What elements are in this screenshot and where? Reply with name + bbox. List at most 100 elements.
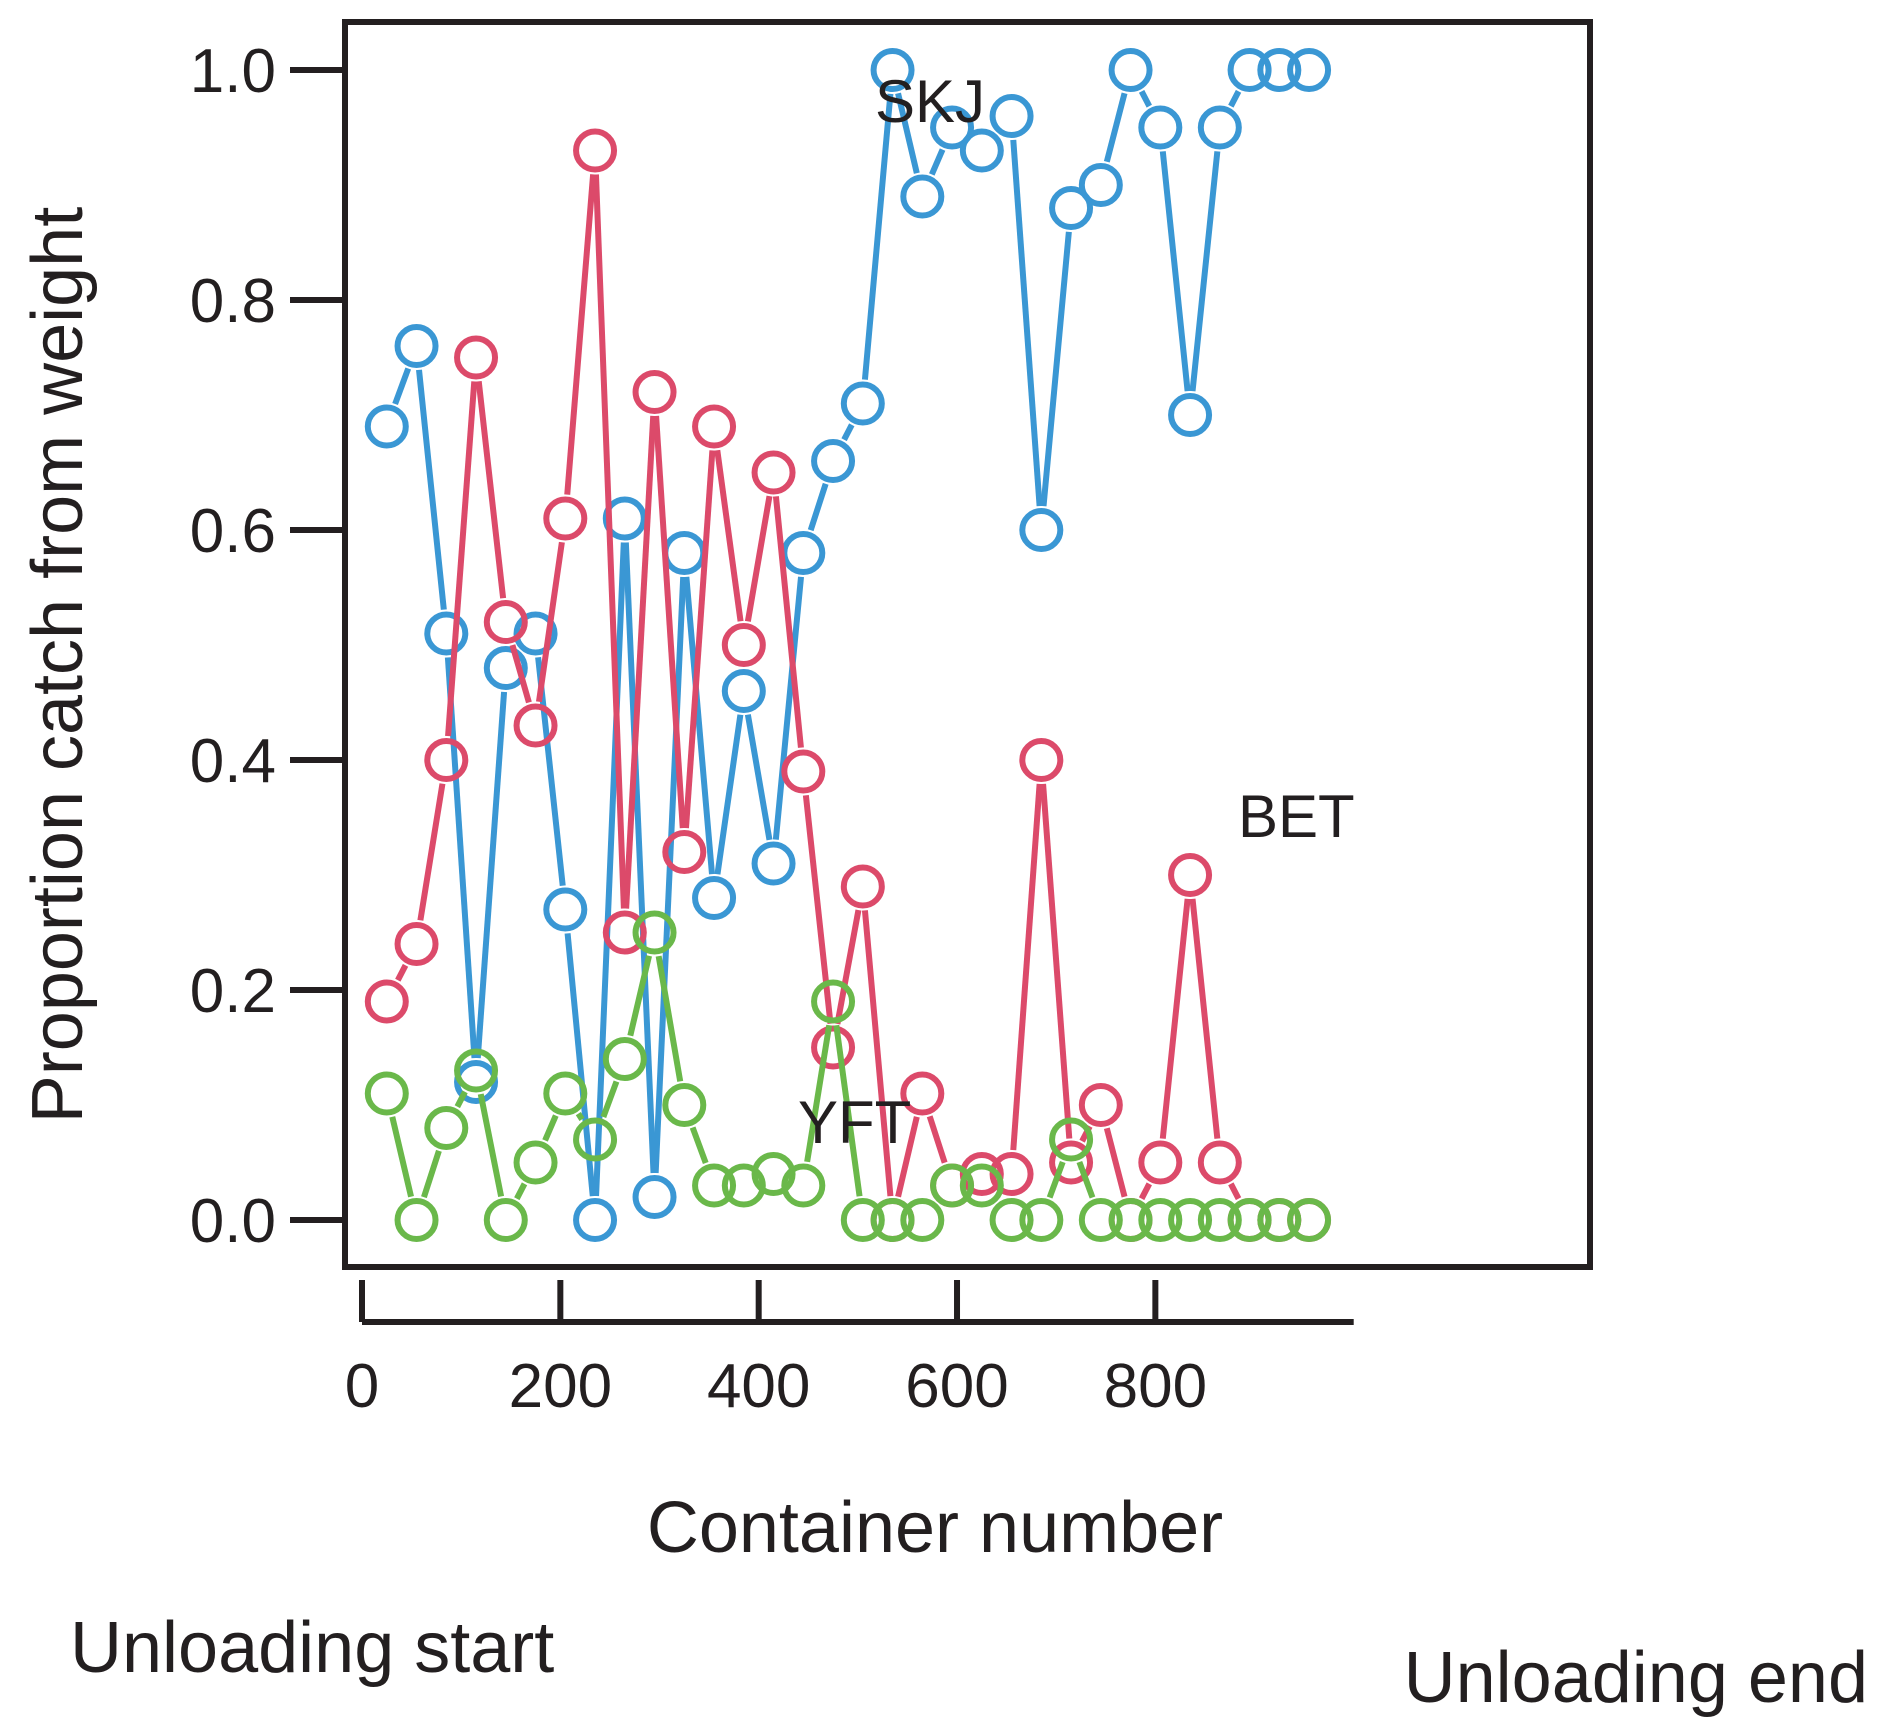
series-segment-skj (1138, 89, 1152, 108)
data-point-skj (959, 128, 1004, 173)
series-segment-yft (477, 1093, 505, 1198)
series-segment-bet (623, 415, 657, 909)
series-label-yft: YFT (798, 1089, 911, 1156)
series-segment-bet (744, 495, 773, 622)
data-point-skj (573, 1198, 618, 1242)
series-segment-skj (392, 367, 412, 406)
series-segment-skj (895, 92, 920, 174)
data-point-skj (751, 841, 796, 886)
series-segment-yft (627, 955, 652, 1037)
series-segment-skj (714, 714, 744, 875)
series-segment-skj (1159, 151, 1191, 392)
data-point-yft (692, 1163, 737, 1208)
data-point-skj (543, 887, 588, 932)
x-tick-label: 800 (1104, 1352, 1207, 1421)
series-segment-yft (454, 1090, 468, 1109)
data-point-yft (1078, 1198, 1123, 1242)
series-segment-skj (1040, 231, 1072, 507)
data-point-yft (1257, 1198, 1302, 1242)
data-point-yft (989, 1198, 1034, 1242)
data-point-skj (989, 94, 1034, 138)
data-point-bet (989, 1152, 1034, 1196)
data-point-bet (543, 496, 588, 541)
series-label-skj: SKJ (875, 68, 985, 135)
data-point-yft (930, 1163, 975, 1208)
series-segment-skj (564, 933, 596, 1197)
data-point-skj (811, 439, 856, 483)
data-point-yft (632, 910, 677, 955)
series-segment-skj (772, 576, 805, 840)
series-segment-bet (395, 963, 409, 982)
data-point-bet (454, 335, 499, 380)
data-point-bet (959, 1152, 1004, 1196)
data-point-yft (840, 1198, 885, 1242)
data-point-bet (811, 1025, 856, 1070)
data-point-bet (632, 370, 677, 414)
data-point-bet (840, 864, 885, 909)
series-segment-bet (592, 174, 627, 909)
data-point-bet (1078, 1083, 1123, 1127)
data-point-bet (513, 703, 558, 748)
data-point-bet (781, 749, 826, 794)
data-point-skj (1019, 508, 1064, 552)
y-tick-label: 0.6 (190, 497, 276, 566)
series-segment-skj (929, 148, 946, 176)
data-point-skj (1078, 163, 1123, 207)
series-segment-bet (834, 909, 862, 1025)
data-point-yft (662, 1083, 707, 1127)
series-segment-yft (689, 1126, 709, 1165)
series-segment-skj (652, 576, 687, 1174)
data-point-yft (364, 1071, 409, 1116)
series-segment-yft (600, 1080, 620, 1119)
series-segment-bet (564, 174, 597, 495)
series-segment-yft (542, 1114, 559, 1142)
data-point-skj (454, 1060, 499, 1104)
series-segment-bet (1159, 898, 1191, 1139)
series-segment-yft (1046, 1160, 1066, 1199)
data-point-bet (721, 623, 766, 667)
data-point-skj (781, 531, 826, 575)
data-point-skj (1108, 48, 1153, 92)
plot-frame (342, 19, 1593, 1270)
unloading-start-label: Unloading start (70, 1608, 554, 1688)
data-point-yft (454, 1048, 499, 1093)
x-axis: 0 200 400 600 800 (345, 1280, 1354, 1421)
data-point-yft (1049, 1117, 1094, 1162)
data-point-yft (424, 1106, 469, 1150)
data-point-yft (573, 1117, 618, 1162)
series-segment-bet (535, 541, 565, 703)
data-point-yft (1019, 1198, 1064, 1242)
data-point-skj (692, 876, 737, 920)
data-point-skj (721, 669, 766, 713)
series-segment-yft (804, 1024, 833, 1163)
series-segment-skj (744, 714, 773, 841)
data-point-skj (870, 48, 915, 92)
series-segment-skj (444, 657, 478, 1059)
series-segment-skj (1010, 139, 1043, 507)
series-segment-bet (445, 381, 478, 737)
x-tick-label: 200 (509, 1352, 612, 1421)
data-point-skj (394, 324, 439, 368)
data-point-skj (840, 381, 885, 426)
data-point-bet (573, 128, 618, 173)
series-segment-bet (1010, 783, 1043, 1151)
data-point-yft (751, 1152, 796, 1196)
data-point-bet (602, 910, 647, 955)
data-point-yft (1227, 1198, 1272, 1242)
data-point-bet (394, 922, 439, 966)
data-point-yft (1108, 1198, 1153, 1242)
data-point-skj (930, 105, 975, 150)
data-point-skj (1287, 48, 1332, 92)
series-segment-bet (682, 450, 716, 829)
data-point-bet (364, 979, 409, 1024)
series-segment-skj (1228, 89, 1242, 108)
series-segment-bet (1103, 1127, 1128, 1198)
y-tick-label: 0.2 (190, 957, 276, 1026)
x-axis-title: Container number (647, 1488, 1223, 1568)
series-segment-bet (926, 1115, 948, 1164)
data-point-yft (781, 1163, 826, 1208)
series-bet (364, 128, 1332, 1242)
series-segment-bet (1189, 898, 1221, 1139)
data-point-bet (1019, 738, 1064, 782)
data-point-skj (1227, 48, 1272, 92)
